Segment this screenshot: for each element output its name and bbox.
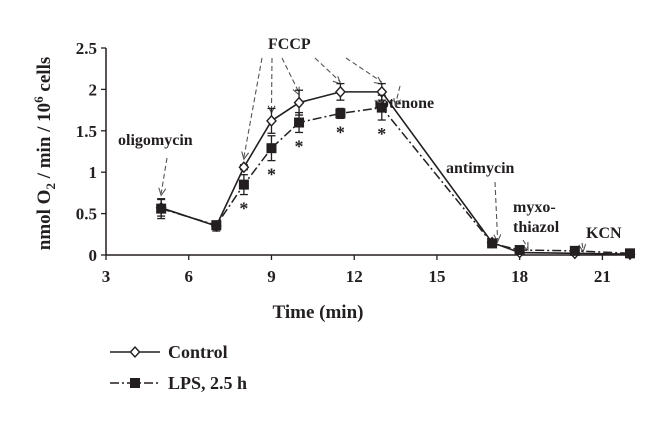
annotation-arrow-head	[493, 234, 502, 244]
annotation-label: thiazol	[513, 219, 560, 236]
annotation-arrow	[281, 57, 300, 93]
plot-area: * * * * *	[155, 82, 636, 261]
annotation-label: antimycin	[446, 160, 515, 177]
annotation-arrow	[395, 85, 401, 105]
annotation-arrow	[522, 239, 529, 249]
annotation-arrow	[243, 57, 263, 158]
x-tick-label: 12	[346, 267, 363, 286]
series-control	[155, 82, 636, 261]
data-point-square	[238, 179, 249, 190]
data-point-diamond	[266, 114, 277, 127]
data-point-square	[569, 245, 580, 256]
y-tick-label: 1	[89, 163, 98, 182]
data-point-diamond	[238, 161, 250, 174]
significance-star: *	[295, 136, 304, 156]
significance-star: *	[377, 124, 386, 144]
annotation-arrow	[581, 242, 584, 250]
series-lps	[156, 94, 635, 259]
legend-label-control: Control	[168, 342, 228, 362]
x-axis-title: Time (min)	[273, 302, 364, 323]
annotation-arrow	[160, 157, 168, 194]
legend-label-lps: LPS, 2.5 h	[168, 373, 247, 393]
y-tick-label: 1.5	[76, 122, 97, 141]
data-point-square	[266, 143, 277, 154]
data-point-square	[156, 203, 167, 214]
annotation-arrow-head	[393, 98, 401, 108]
significance-star: *	[239, 199, 248, 219]
y-tick-label: 0.5	[76, 205, 97, 224]
legend-marker-control	[129, 345, 141, 359]
annotation-arrow	[345, 57, 383, 83]
annotation-arrow	[314, 57, 341, 83]
annotation-label: KCN	[586, 225, 622, 242]
legend-marker-lps	[130, 378, 140, 388]
annotation-arrow-head	[241, 151, 250, 161]
significance-star: *	[336, 122, 345, 142]
x-tick-label: 18	[511, 267, 528, 286]
annotation-label: myxo-	[513, 199, 556, 216]
data-point-square	[625, 248, 635, 259]
data-point-square	[335, 108, 346, 119]
x-tick-label: 15	[428, 267, 445, 286]
data-point-diamond	[334, 85, 346, 98]
x-tick-label: 9	[267, 267, 276, 286]
x-tick-label: 3	[102, 267, 111, 286]
x-tick-label: 21	[594, 267, 611, 286]
annotation-arrow-head	[158, 187, 167, 197]
series-line	[160, 106, 631, 255]
annotation-label: rotenone	[374, 95, 434, 112]
y-axis-title: nmol O2 / min / 106 cells	[31, 57, 58, 251]
y-tick-label: 2	[89, 80, 98, 99]
data-point-square	[376, 102, 387, 113]
data-point-square	[294, 117, 305, 128]
annotation-label: oligomycin	[118, 132, 193, 149]
annotation-arrow	[494, 181, 499, 240]
significance-star: *	[267, 165, 276, 185]
legend: Control LPS, 2.5 h	[110, 342, 247, 393]
x-tick-label: 6	[184, 267, 193, 286]
data-point-square	[211, 220, 222, 231]
y-tick-label: 2.5	[76, 39, 97, 58]
annotation-label: FCCP	[268, 36, 311, 53]
annotation-arrow	[270, 57, 273, 111]
data-point-square	[514, 245, 525, 256]
data-point-square	[487, 238, 498, 249]
axes: 3 6 9 12 15 18 21 0 0.5 1 1.5 2 2.5 Time (min) nmol O2…	[31, 39, 630, 323]
series-line	[160, 91, 631, 255]
y-tick-label: 0	[89, 246, 98, 265]
annotation-arrow-head	[332, 76, 342, 85]
data-point-diamond	[293, 96, 305, 109]
